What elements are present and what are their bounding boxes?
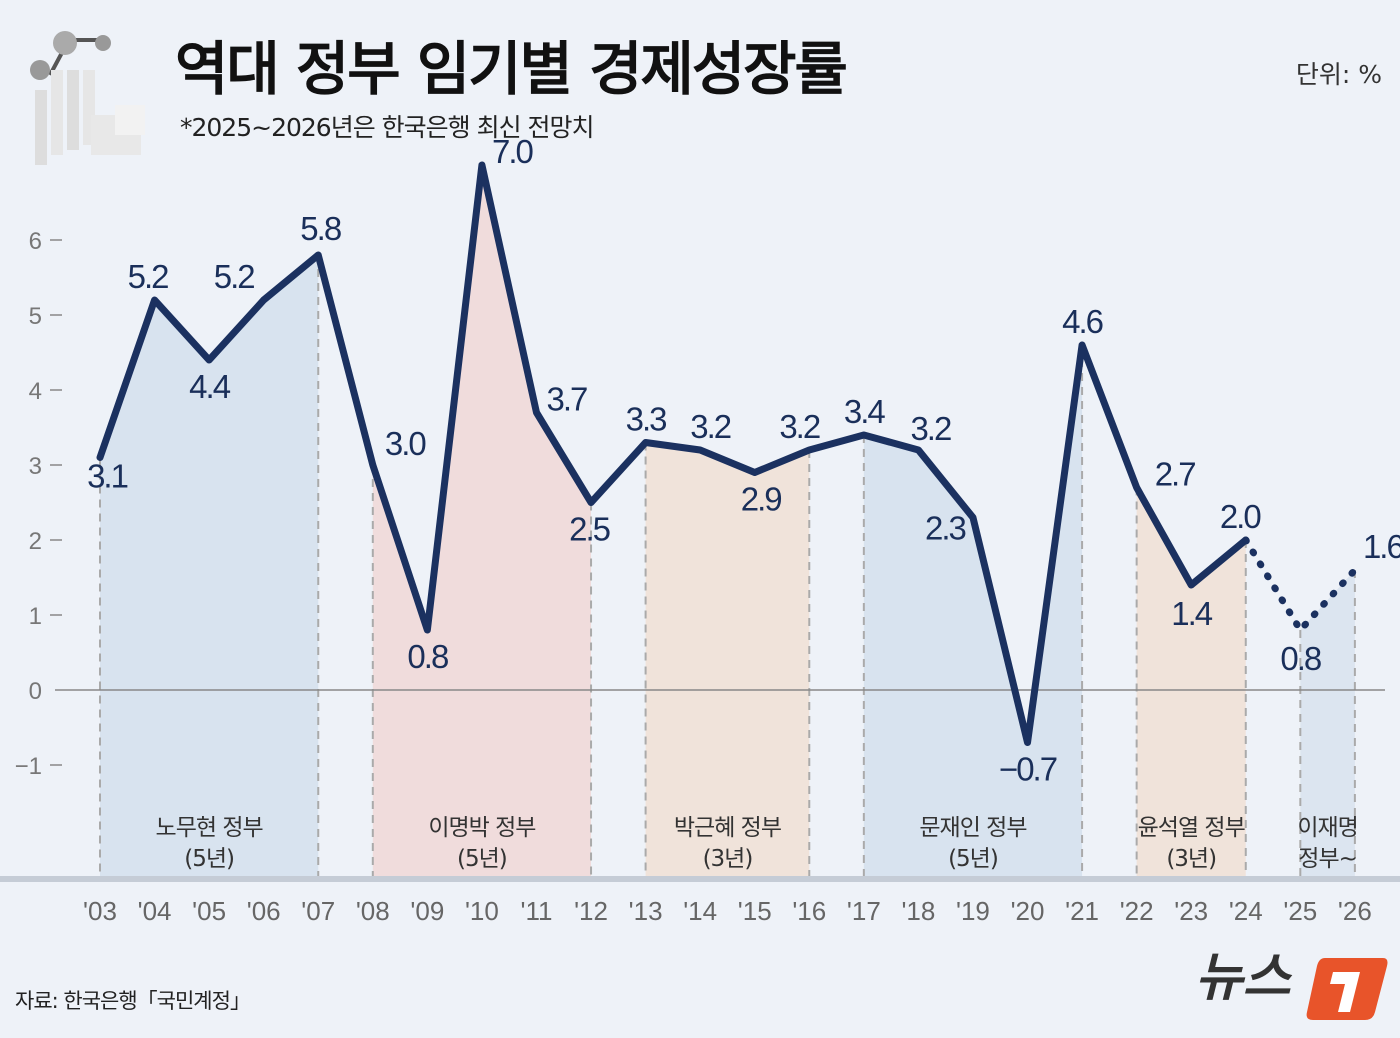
period-term: (3년) (703, 846, 753, 872)
x-tick-label: '26 (1338, 896, 1372, 926)
source-note: 자료: 한국은행「국민계정」 (15, 989, 251, 1013)
data-label: 5.2 (128, 258, 169, 295)
data-label: 3.7 (547, 381, 588, 418)
economy-illustration-icon (30, 31, 145, 165)
unit-label: 단위: % (1295, 60, 1382, 89)
x-tick-label: '24 (1229, 896, 1263, 926)
x-tick-label: '10 (465, 896, 499, 926)
data-label: 1.6 (1363, 528, 1400, 565)
chart-subtitle: *2025~2026년은 한국은행 최신 전망치 (180, 113, 595, 142)
x-tick-label: '11 (520, 896, 552, 926)
data-label: 5.8 (300, 210, 341, 247)
data-label: 3.3 (626, 401, 667, 438)
data-label: 2.7 (1155, 456, 1196, 493)
x-tick-label: '25 (1283, 896, 1317, 926)
x-tick-label: '08 (356, 896, 390, 926)
period-area-2 (645, 442, 810, 880)
period-name: 노무현 정부 (156, 815, 263, 841)
period-term: (5년) (457, 846, 507, 872)
data-label: 1.4 (1171, 595, 1213, 632)
x-tick-label: '09 (410, 896, 444, 926)
x-tick-label: '15 (738, 896, 772, 926)
y-tick-label: 2 (29, 528, 42, 555)
period-term: (3년) (1166, 846, 1216, 872)
data-label: 4.4 (189, 368, 231, 405)
period-name: 이재명 (1297, 815, 1357, 841)
x-axis-band (0, 876, 1400, 882)
y-tick-label: 0 (29, 678, 42, 705)
x-tick-label: '04 (138, 896, 172, 926)
y-tick-label: −1 (15, 753, 42, 780)
data-label: 3.2 (779, 408, 820, 445)
period-area-0 (100, 255, 319, 880)
data-label: 0.8 (407, 638, 448, 675)
x-tick-label: '19 (956, 896, 990, 926)
x-tick-label: '16 (792, 896, 826, 926)
period-name: 윤석열 정부 (1138, 815, 1245, 841)
x-tick-label: '03 (83, 896, 117, 926)
data-label: 2.0 (1220, 498, 1262, 535)
y-tick-label: 6 (29, 228, 42, 255)
x-tick-label: '05 (192, 896, 226, 926)
period-area-1 (372, 165, 592, 880)
x-tick-label: '14 (683, 896, 717, 926)
x-tick-label: '23 (1174, 896, 1208, 926)
data-label: 7.0 (492, 133, 534, 170)
data-label: 2.9 (741, 481, 782, 518)
y-tick-label: 4 (29, 378, 42, 405)
growth-line (96, 161, 1250, 746)
data-label: 3.1 (87, 458, 128, 495)
data-label: 0.8 (1280, 640, 1321, 677)
period-term: 정부~ (1298, 846, 1357, 872)
x-tick-label: '12 (574, 896, 608, 926)
x-tick-label: '21 (1065, 896, 1099, 926)
data-label: 3.2 (690, 408, 731, 445)
period-area-4 (1136, 487, 1246, 880)
x-tick-label: '06 (247, 896, 281, 926)
period-area-5 (1300, 570, 1355, 880)
data-label: 5.2 (214, 258, 255, 295)
y-tick-label: 1 (29, 603, 42, 630)
x-tick-label: '18 (901, 896, 935, 926)
data-label: 3.4 (844, 393, 886, 430)
period-area-3 (863, 345, 1083, 880)
data-label: 4.6 (1062, 303, 1103, 340)
x-tick-label: '07 (301, 896, 335, 926)
period-term: (5년) (948, 846, 998, 872)
period-name: 이명박 정부 (428, 815, 535, 841)
data-label: 2.5 (569, 511, 610, 548)
x-tick-label: '20 (1011, 896, 1045, 926)
period-term: (5년) (184, 846, 234, 872)
period-name: 문재인 정부 (919, 815, 1026, 841)
x-tick-label: '17 (847, 896, 881, 926)
chart-title: 역대 정부 임기별 경제성장률 (175, 35, 848, 103)
svg-text:뉴스: 뉴스 (1195, 950, 1293, 1008)
data-label: 3.0 (385, 425, 427, 462)
news1-logo: 뉴스 (1195, 950, 1388, 1020)
y-tick-label: 3 (29, 453, 42, 480)
data-label: −0.7 (999, 751, 1057, 788)
period-name: 박근혜 정부 (674, 815, 781, 841)
data-label: 2.3 (925, 510, 966, 547)
x-tick-label: '13 (629, 896, 663, 926)
x-tick-label: '22 (1120, 896, 1154, 926)
data-label: 3.2 (910, 410, 951, 447)
y-tick-label: 5 (29, 303, 42, 330)
